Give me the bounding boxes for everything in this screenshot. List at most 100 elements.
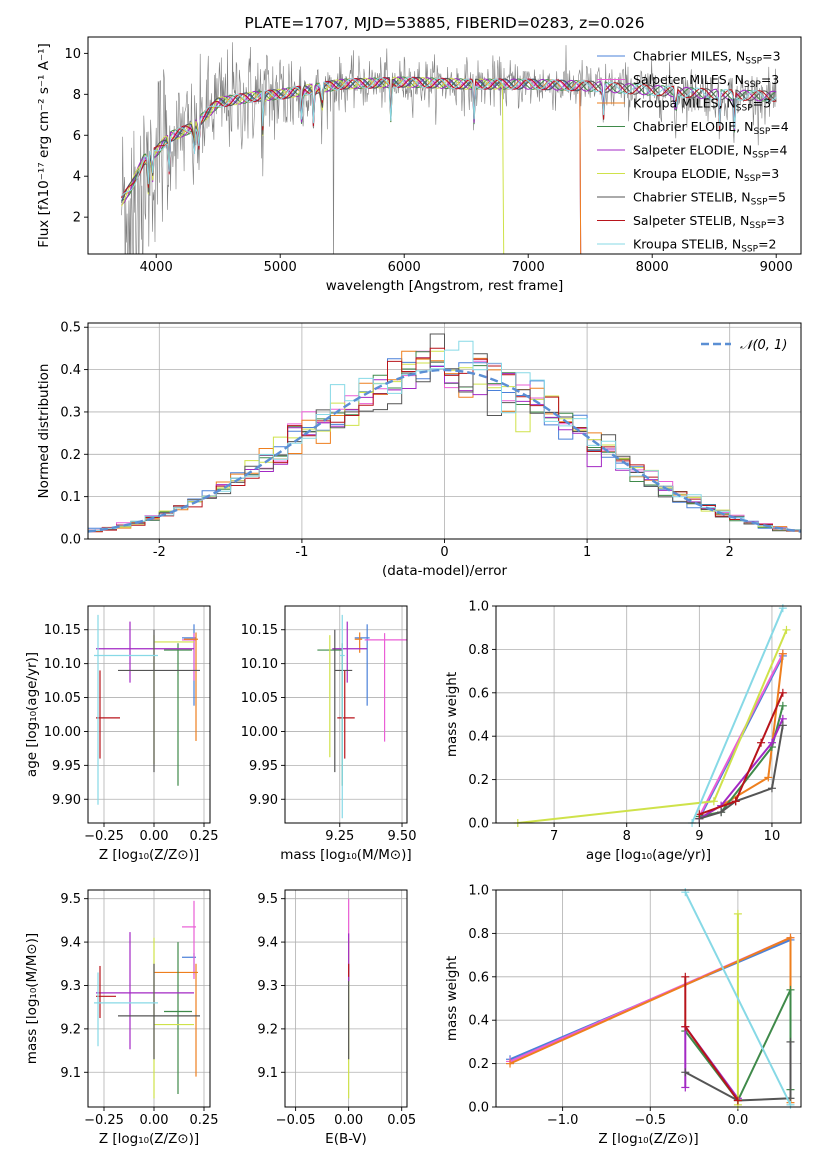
- legend-label-text: Kroupa MILES, N: [633, 96, 736, 111]
- y-tick-label: 9.5: [60, 892, 81, 907]
- x-tick-label: 8000: [636, 260, 669, 275]
- x-axis-label: (data-model)/error: [382, 563, 508, 579]
- y-tick-label: 0.8: [468, 643, 489, 658]
- y-tick-label: 10.00: [44, 725, 81, 740]
- axes-frame: [284, 605, 408, 824]
- y-tick-label: 0.3: [60, 405, 81, 420]
- x-tick-label: -1: [295, 545, 308, 560]
- y-tick-label: 9.2: [60, 1022, 81, 1037]
- weight-line-salpeter_stelib: [684, 976, 739, 1102]
- y-tick-label: 9.95: [249, 759, 278, 774]
- legend-label-text: Kroupa STELIB, N: [633, 237, 741, 252]
- y-tick-label: 9.90: [249, 793, 278, 808]
- legend-label: Salpeter ELODIE, NSSP=4: [633, 143, 788, 161]
- x-tick-label: 9.50: [388, 829, 417, 844]
- age_vs_mass-axes: 9.25 9.50 9.90 9.95 10.00 10.05 10.10 10.15 mass…: [241, 606, 417, 863]
- y-tick-label: 10: [64, 47, 81, 62]
- x-tick-label: 1: [583, 545, 591, 560]
- y-tick-label: 10.05: [44, 691, 81, 706]
- y-tick-label: 9.95: [52, 759, 81, 774]
- y-tick-label: 0.1: [60, 490, 81, 505]
- chart-title: PLATE=1707, MJD=53885, FIBERID=0283, z=0…: [244, 14, 644, 32]
- model-spectrum-kroupa_stelib: [121, 76, 777, 197]
- x-tick-label: −1.0: [547, 1113, 579, 1128]
- y-axis-label: mass [log₁₀(M/M⊙)]: [24, 933, 40, 1064]
- y-tick-label: 9.3: [60, 979, 81, 994]
- weight-line-chabrier_stelib: [684, 1041, 792, 1102]
- model-spectrum-salpeter_miles: [121, 76, 582, 254]
- y-tick-label: 0.6: [468, 970, 489, 985]
- y-tick-label: 9.1: [257, 1066, 278, 1081]
- weight-line-kroupa_elodie: [517, 629, 788, 823]
- legend-label: Kroupa STELIB, NSSP=2: [633, 237, 777, 255]
- axes-frame: [87, 322, 802, 540]
- spectrum-axes: 4000 5000 6000 7000 8000 9000 2 4 6 8 10 wavelength…: [36, 14, 793, 294]
- legend-label-suffix: =3: [761, 166, 779, 181]
- x-tick-label: 4000: [140, 260, 173, 275]
- x-tick-label: -2: [153, 545, 166, 560]
- legend-label-text: Salpeter ELODIE, N: [633, 143, 752, 158]
- y-tick-label: 9.4: [60, 936, 81, 951]
- legend-label: Kroupa MILES, NSSP=3: [633, 96, 771, 114]
- histogram-kroupa_stelib: [88, 340, 801, 534]
- legend-label-sub: SSP: [741, 245, 758, 255]
- legend-label: 𝒩(0, 1): [740, 338, 787, 353]
- weight-line-kroupa_stelib: [684, 891, 792, 1106]
- y-axis-label: Normed distribution: [36, 364, 52, 499]
- legend-label-sub: SSP: [736, 104, 753, 114]
- x-tick-label: 0.25: [190, 829, 219, 844]
- y-tick-label: 9.90: [52, 793, 81, 808]
- legend-label-suffix: =3: [761, 72, 779, 87]
- x-tick-label: −0.25: [84, 829, 124, 844]
- y-tick-label: 0.0: [468, 817, 489, 832]
- weight-line-chabrier_elodie: [699, 705, 784, 818]
- legend-label-sub: SSP: [744, 80, 761, 90]
- legend-label: Kroupa ELODIE, NSSP=3: [633, 166, 779, 184]
- y-tick-label: 10.00: [241, 725, 278, 740]
- x-tick-label: 2: [726, 545, 734, 560]
- legend-label-sub: SSP: [752, 151, 769, 161]
- y-tick-label: 0.4: [60, 363, 81, 378]
- y-tick-label: 0.2: [468, 1057, 489, 1072]
- legend-label: Chabrier MILES, NSSP=3: [633, 49, 781, 67]
- normal-curve: [87, 368, 802, 533]
- model-spectrum-kroupa_miles: [121, 76, 582, 254]
- x-tick-label: 0.0: [728, 1113, 749, 1128]
- legend-label-text: Chabrier ELODIE, N: [633, 119, 753, 134]
- age_vs_Z-axes: −0.25 0.00 0.25 9.90 9.95 10.00 10.05 10.10 10.1…: [24, 606, 218, 863]
- x-tick-label: −0.25: [84, 1113, 124, 1128]
- y-tick-label: 9.2: [257, 1022, 278, 1037]
- axes-frame: [284, 889, 408, 1108]
- axes-frame: [87, 605, 211, 824]
- x-axis-label: Z [log₁₀(Z/Z⊙)]: [99, 1131, 199, 1147]
- x-tick-label: 5000: [264, 260, 297, 275]
- x-axis-label: Z [log₁₀(Z/Z⊙)]: [598, 1131, 698, 1147]
- weight-line-salpeter_stelib: [698, 692, 784, 816]
- y-axis-label: mass weight: [444, 956, 460, 1041]
- x-tick-label: 6000: [388, 260, 421, 275]
- y-axis-label: age [log₁₀(age/yr)]: [24, 652, 40, 777]
- x-tick-label: 0.00: [140, 829, 169, 844]
- x-axis-label: wavelength [Angstrom, rest frame]: [326, 278, 564, 294]
- legend-label-suffix: =3: [753, 96, 771, 111]
- y-tick-label: 10.10: [44, 657, 81, 672]
- y-tick-label: 10.15: [241, 623, 278, 638]
- y-tick-label: 1.0: [468, 884, 489, 899]
- legend-label: Chabrier STELIB, NSSP=5: [633, 190, 786, 208]
- y-tick-label: 1.0: [468, 600, 489, 615]
- legend-label: Salpeter STELIB, NSSP=3: [633, 213, 785, 231]
- x-tick-label: 9.25: [325, 829, 354, 844]
- y-tick-label: 0.5: [60, 321, 81, 336]
- y-tick-label: 0.8: [468, 927, 489, 942]
- x-tick-label: 0.00: [334, 1113, 363, 1128]
- y-tick-label: 0.4: [468, 730, 489, 745]
- legend-label-text: Chabrier STELIB, N: [633, 190, 751, 205]
- y-tick-label: 6: [73, 129, 81, 144]
- x-axis-label: mass [log₁₀(M/M⊙)]: [280, 847, 411, 863]
- y-tick-label: 0.0: [60, 533, 81, 548]
- mass_vs_Z-axes: −0.25 0.00 0.25 9.1 9.2 9.3 9.4 9.5 Z [log₁₀(Z/Z…: [24, 890, 218, 1147]
- model-spectrum-chabrier_stelib: [121, 76, 777, 203]
- model-spectrum-chabrier_miles: [121, 76, 582, 254]
